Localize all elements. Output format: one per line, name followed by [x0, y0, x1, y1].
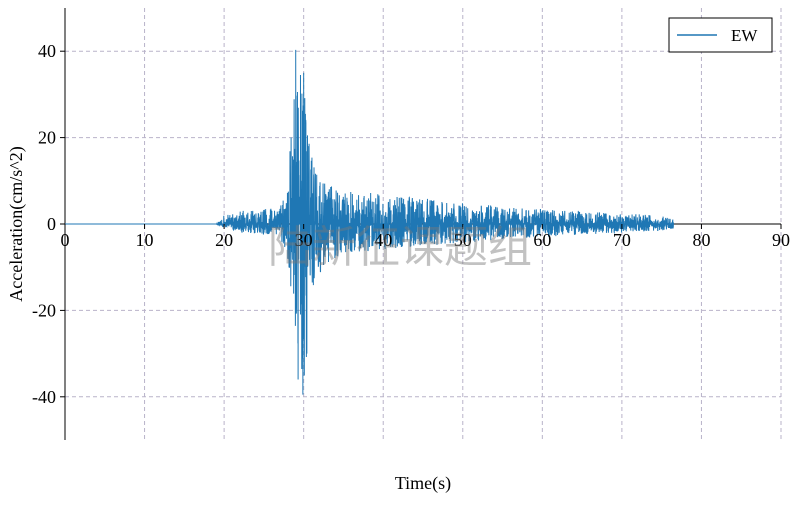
- y-tick-label: 20: [38, 128, 56, 148]
- grid: [65, 8, 782, 440]
- x-tick-label: 0: [61, 230, 70, 250]
- x-tick-label: 70: [613, 230, 631, 250]
- x-tick-label: 90: [772, 230, 790, 250]
- y-tick-label: -40: [32, 387, 56, 407]
- y-tick-label: 40: [38, 41, 56, 61]
- y-tick-label: 0: [47, 214, 56, 234]
- series-ew: [65, 49, 675, 395]
- y-axis-label: Acceleration(cm/s^2): [6, 146, 27, 301]
- legend: EW: [668, 17, 773, 53]
- x-tick-label: 80: [692, 230, 710, 250]
- x-tick-label: 10: [136, 230, 154, 250]
- x-tick-label: 40: [374, 230, 392, 250]
- tick-labels: 0 10 20 30 40 50 60 70 80 90 -40 -20 0 20 40: [32, 41, 790, 407]
- series-ew-line: [65, 49, 675, 395]
- x-tick-label: 20: [215, 230, 233, 250]
- legend-label-ew: EW: [731, 26, 758, 45]
- watermark: 陆新征课题组: [268, 222, 532, 273]
- x-tick-label: 60: [533, 230, 551, 250]
- x-tick-label: 30: [295, 230, 313, 250]
- x-tick-label: 50: [454, 230, 472, 250]
- y-tick-label: -20: [32, 300, 56, 320]
- x-axis-label: Time(s): [395, 473, 451, 494]
